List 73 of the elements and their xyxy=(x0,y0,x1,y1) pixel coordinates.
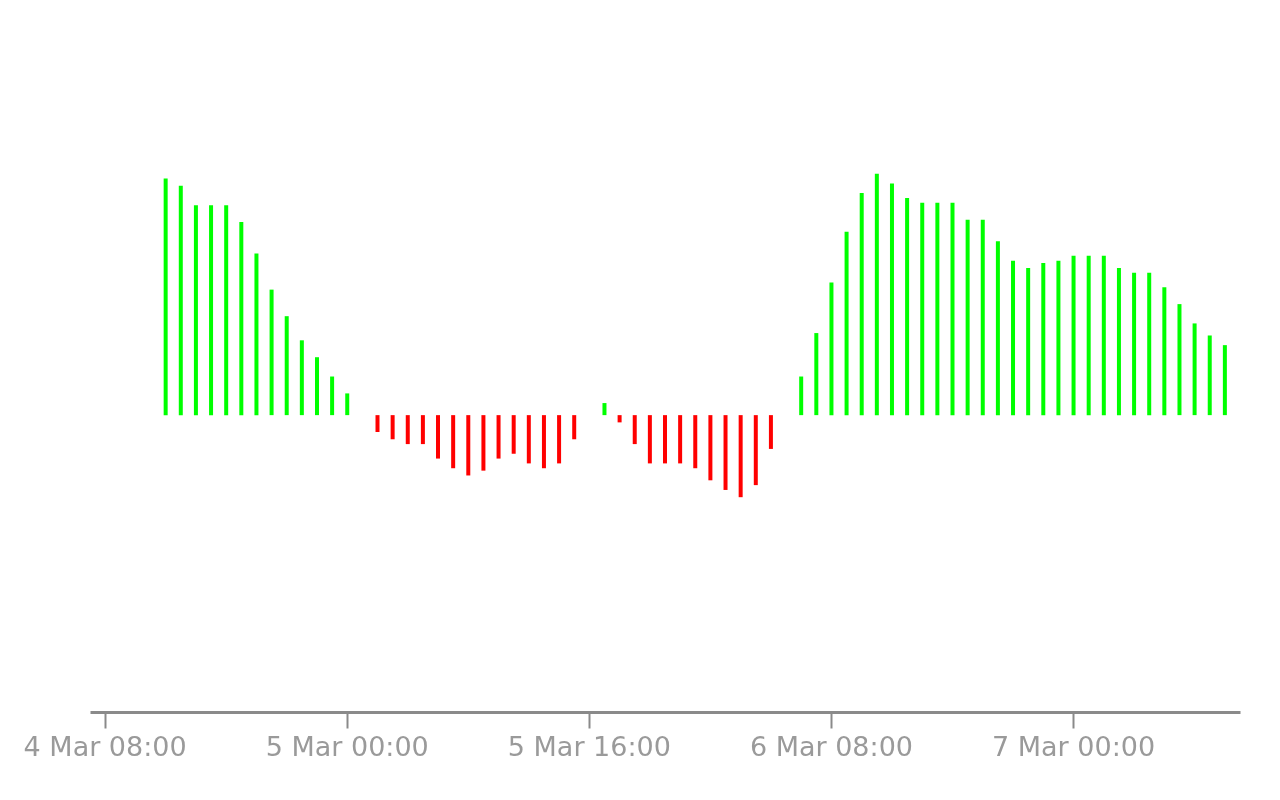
bar xyxy=(1132,272,1137,416)
bar xyxy=(950,202,955,416)
bar xyxy=(1116,267,1121,416)
bar xyxy=(829,282,834,416)
bar xyxy=(1011,260,1016,416)
bar xyxy=(269,289,274,416)
bar xyxy=(693,415,698,469)
bar xyxy=(572,415,577,440)
bar xyxy=(209,205,214,416)
bar xyxy=(814,333,819,416)
bar xyxy=(224,205,229,416)
bar xyxy=(768,415,773,449)
bar xyxy=(178,185,183,416)
x-tick-label: 5 Mar 16:00 xyxy=(507,730,671,762)
bar xyxy=(345,393,350,416)
bar xyxy=(889,183,894,416)
bar xyxy=(753,415,758,486)
bar xyxy=(799,376,804,416)
bar xyxy=(995,241,1000,416)
bar xyxy=(617,415,622,423)
x-tick-label: 6 Mar 08:00 xyxy=(749,730,913,762)
bar xyxy=(193,205,198,416)
bar xyxy=(1071,255,1076,416)
bar xyxy=(980,219,985,416)
bar xyxy=(526,415,531,464)
bar xyxy=(557,415,562,464)
bar xyxy=(1162,287,1167,416)
bar xyxy=(436,415,441,459)
bar xyxy=(738,415,743,498)
bar xyxy=(935,202,940,416)
bar xyxy=(420,415,425,445)
bar xyxy=(663,415,667,464)
bar xyxy=(1192,323,1197,416)
bar xyxy=(965,219,970,416)
bar xyxy=(163,178,168,416)
bar xyxy=(451,415,456,469)
bar xyxy=(254,253,259,416)
bar xyxy=(632,415,637,445)
bar xyxy=(905,197,910,416)
bar xyxy=(405,415,410,445)
bar xyxy=(920,202,925,416)
bar xyxy=(1147,272,1152,416)
bar xyxy=(1056,260,1061,416)
bar xyxy=(708,415,713,481)
bar xyxy=(496,415,501,459)
bar xyxy=(239,222,244,416)
bar xyxy=(647,415,652,464)
bar xyxy=(284,316,289,416)
bar xyxy=(859,193,864,416)
bar xyxy=(511,415,516,454)
bar xyxy=(1086,255,1091,416)
bar xyxy=(602,403,607,416)
bar xyxy=(330,376,335,416)
bar xyxy=(1101,255,1106,416)
bar xyxy=(1207,335,1212,416)
bar xyxy=(314,357,319,416)
bar xyxy=(1177,304,1182,416)
bar xyxy=(1026,267,1031,416)
x-tick-label: 7 Mar 00:00 xyxy=(992,730,1156,762)
x-tick-label: 4 Mar 08:00 xyxy=(23,730,187,762)
bar xyxy=(844,231,849,416)
x-tick-label: 5 Mar 00:00 xyxy=(265,730,429,762)
bar xyxy=(678,415,683,464)
bar xyxy=(723,415,728,490)
bar xyxy=(874,173,879,416)
bar xyxy=(375,415,380,433)
bar xyxy=(541,415,546,469)
bar xyxy=(481,415,486,471)
bar xyxy=(390,415,395,440)
bar xyxy=(1041,263,1046,416)
bar xyxy=(299,340,304,416)
bar xyxy=(466,415,471,476)
bar xyxy=(1222,345,1227,416)
